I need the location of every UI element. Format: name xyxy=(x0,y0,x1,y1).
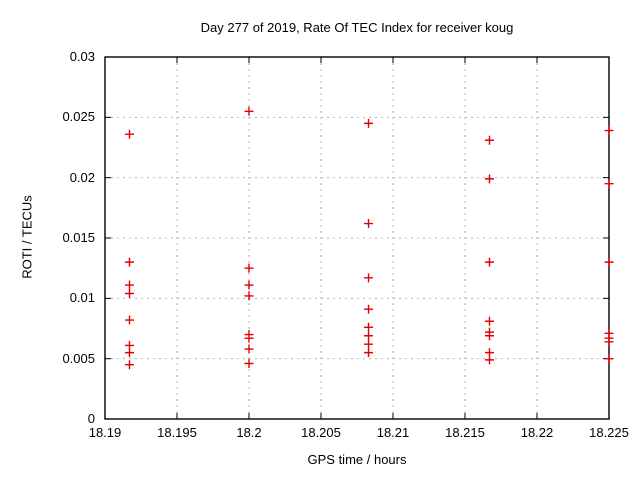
y-tick-label: 0.005 xyxy=(62,350,95,366)
x-tick-label: 18.19 xyxy=(88,425,122,440)
chart-title: Day 277 of 2019, Rate Of TEC Index for r… xyxy=(200,20,514,35)
y-tick-label: 0.02 xyxy=(69,169,95,185)
x-tick-label: 18.205 xyxy=(301,425,341,440)
x-tick-label: 18.215 xyxy=(445,425,485,440)
plot-border xyxy=(104,56,610,420)
data-point-markers xyxy=(124,106,614,370)
x-tick-label: 18.22 xyxy=(520,425,554,440)
x-tick-label: 18.21 xyxy=(376,425,410,440)
y-tick-label: 0.01 xyxy=(69,290,95,306)
y-tick-label: 0.03 xyxy=(69,49,95,64)
x-tick-label: 18.225 xyxy=(589,425,629,440)
x-tick-label: 18.195 xyxy=(157,425,197,440)
y-tick-label: 0.015 xyxy=(62,230,95,245)
y-tick-label: 0.025 xyxy=(62,109,95,125)
x-tick-label: 18.2 xyxy=(236,425,262,440)
y-tick-label: 0 xyxy=(87,411,95,426)
x-axis-label: GPS time / hours xyxy=(307,452,407,467)
